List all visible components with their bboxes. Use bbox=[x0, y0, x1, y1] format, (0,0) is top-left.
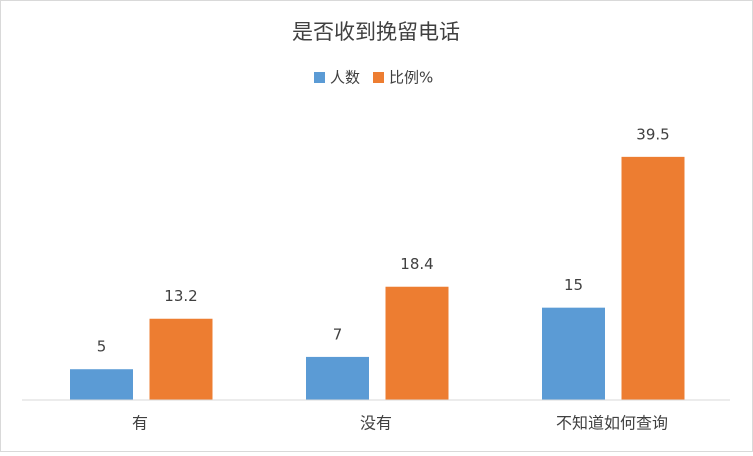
bar bbox=[306, 356, 369, 400]
legend-swatch bbox=[373, 72, 384, 83]
legend-label: 人数 bbox=[330, 69, 360, 87]
x-tick-label: 没有 bbox=[360, 414, 392, 433]
value-label: 15 bbox=[564, 276, 583, 294]
value-label: 13.2 bbox=[164, 287, 197, 305]
bar bbox=[621, 156, 685, 400]
bar bbox=[70, 369, 133, 400]
value-label: 5 bbox=[97, 338, 107, 356]
value-label: 18.4 bbox=[400, 255, 433, 273]
x-tick-label: 有 bbox=[132, 414, 148, 433]
legend-swatch bbox=[314, 72, 325, 83]
bar bbox=[542, 307, 605, 400]
value-label: 39.5 bbox=[636, 125, 669, 143]
bar bbox=[149, 318, 213, 400]
legend-label: 比例% bbox=[389, 69, 433, 87]
bar bbox=[385, 286, 449, 400]
value-label: 7 bbox=[333, 325, 343, 343]
x-tick-label: 不知道如何查询 bbox=[556, 414, 668, 433]
chart-title: 是否收到挽留电话 bbox=[292, 20, 460, 44]
